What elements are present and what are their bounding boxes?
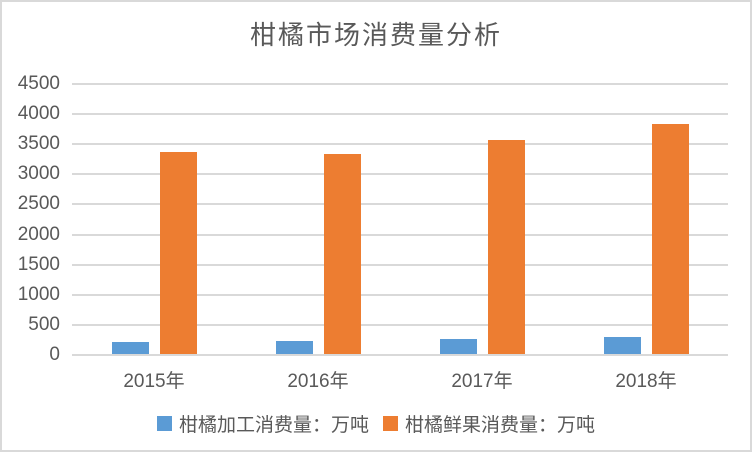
x-tick-label: 2015年: [123, 371, 185, 392]
bar: [275, 341, 313, 354]
gridline: [72, 293, 728, 296]
legend-swatch-icon: [383, 416, 398, 431]
y-axis-labels: 0 500 1000 1500 2000 2500 3000 3500 4000 4500: [2, 74, 60, 365]
x-tick-label: 2018年: [615, 371, 677, 392]
gridline: [72, 323, 728, 326]
x-tick-label: 2016年: [287, 371, 349, 392]
y-tick-label: 4500: [17, 73, 60, 94]
legend: 柑橘加工消费量：万吨 柑橘鲜果消费量：万吨: [2, 410, 750, 437]
y-tick-label: 4000: [17, 103, 60, 125]
y-tick-label: 2000: [17, 223, 60, 245]
y-tick-label: 3500: [17, 133, 60, 155]
y-tick-label: 0: [49, 344, 60, 365]
bar: [487, 140, 525, 354]
x-tick-label: 2017年: [451, 371, 513, 392]
x-axis-labels: 2015年 2016年 2017年 2018年: [72, 366, 728, 393]
legend-label: 柑橘鲜果消费量：万吨: [405, 415, 596, 436]
y-tick-label: 500: [28, 313, 60, 335]
legend-item: 柑橘加工消费量：万吨: [156, 410, 369, 437]
gridline: [72, 233, 728, 236]
y-tick-label: 1500: [17, 253, 60, 275]
plot-area: [72, 83, 728, 356]
y-tick-label: 1000: [17, 283, 60, 305]
chart-title: 柑橘市场消费量分析: [249, 20, 502, 50]
bar: [651, 123, 689, 354]
bar-group-2016年: [236, 83, 400, 354]
bar-group-2015年: [72, 83, 236, 354]
gridline: [72, 83, 728, 85]
gridline: [72, 173, 728, 176]
gridline: [72, 113, 728, 116]
bar-group-2018年: [564, 83, 728, 354]
gridline: [72, 354, 728, 356]
legend-item: 柑橘鲜果消费量：万吨: [383, 410, 595, 437]
gridline: [72, 143, 728, 146]
bar-groups: [72, 83, 728, 354]
bar: [111, 342, 149, 354]
bar: [439, 339, 477, 354]
bar: [603, 337, 641, 354]
bar: [159, 152, 197, 354]
y-tick-label: 2500: [17, 193, 60, 215]
legend-swatch-icon: [156, 416, 172, 431]
gridline: [72, 203, 728, 206]
gridline: [72, 263, 728, 266]
legend-label: 柑橘加工消费量：万吨: [178, 415, 369, 436]
y-tick-label: 3000: [17, 163, 60, 185]
bar-group-2017年: [400, 83, 564, 354]
bar: [323, 154, 361, 354]
